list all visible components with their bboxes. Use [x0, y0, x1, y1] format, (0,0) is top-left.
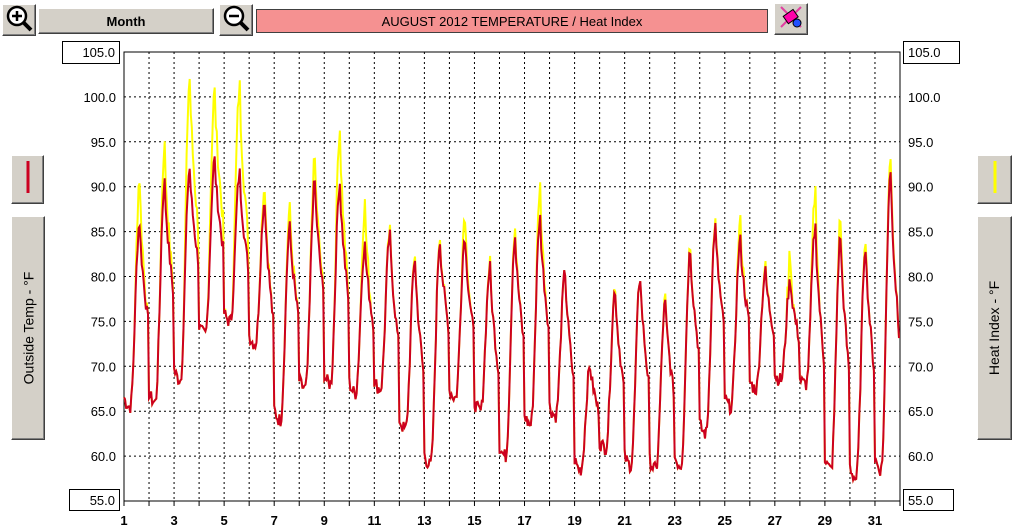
x-tick-label: 31	[868, 513, 882, 528]
right-scale-max[interactable]: 105.0	[903, 41, 960, 64]
right-scale-min[interactable]: 55.0	[903, 489, 954, 511]
x-tick-label: 19	[567, 513, 581, 528]
x-tick-label: 25	[718, 513, 732, 528]
y-tick-label-left: 70.0	[91, 359, 116, 374]
y-tick-label-right: 90.0	[908, 180, 933, 195]
y-tick-label-right: 100.0	[908, 90, 941, 105]
y-tick-label-left: 90.0	[91, 180, 116, 195]
chart-title: AUGUST 2012 TEMPERATURE / Heat Index	[256, 9, 768, 33]
y-tick-label-right: 75.0	[908, 314, 933, 329]
outside-temp-axis-button[interactable]: Outside Temp - °F	[11, 216, 45, 440]
y-tick-label-right: 65.0	[908, 404, 933, 419]
magnifier-minus-icon	[222, 4, 250, 37]
y-tick-label-left: 95.0	[91, 135, 116, 150]
y-tick-label-right: 70.0	[908, 359, 933, 374]
left-scale-max[interactable]: 105.0	[62, 41, 120, 64]
x-tick-label: 29	[818, 513, 832, 528]
x-tick-label: 1	[120, 513, 127, 528]
y-tick-label-left: 75.0	[91, 314, 116, 329]
period-selector[interactable]: Month	[38, 8, 214, 34]
outside-temp-series-line	[123, 156, 900, 484]
period-label: Month	[106, 13, 146, 29]
x-tick-label: 5	[221, 513, 228, 528]
outside-temp-color-swatch[interactable]	[11, 155, 44, 204]
heat-index-axis-button[interactable]: Heat Index - °F	[977, 216, 1012, 440]
y-tick-label-left: 80.0	[91, 270, 116, 285]
zoom-out-button[interactable]	[219, 4, 253, 36]
x-tick-label: 15	[467, 513, 481, 528]
x-tick-label: 7	[271, 513, 278, 528]
y-tick-label-right: 85.0	[908, 225, 933, 240]
eraser-icon	[777, 3, 805, 36]
y-tick-label-left: 60.0	[91, 449, 116, 464]
y-tick-label-right: 80.0	[908, 270, 933, 285]
x-tick-label: 9	[321, 513, 328, 528]
x-tick-label: 27	[768, 513, 782, 528]
y-tick-label-left: 65.0	[91, 404, 116, 419]
heat-index-color-swatch[interactable]	[977, 155, 1012, 204]
y-tick-label-left: 85.0	[91, 225, 116, 240]
x-tick-label: 21	[617, 513, 631, 528]
y-tick-label-left: 100.0	[83, 90, 116, 105]
clear-button[interactable]	[774, 3, 808, 35]
x-tick-label: 11	[367, 513, 381, 528]
x-tick-label: 13	[417, 513, 431, 528]
magnifier-plus-icon	[5, 4, 33, 37]
yellow-line-swatch-icon	[992, 159, 998, 200]
zoom-in-button[interactable]	[2, 4, 36, 36]
y-tick-label-right: 95.0	[908, 135, 933, 150]
left-scale-min[interactable]: 55.0	[69, 489, 120, 511]
red-line-swatch-icon	[25, 159, 31, 200]
heat-index-series-line	[123, 78, 900, 484]
y-tick-label-right: 60.0	[908, 449, 933, 464]
x-tick-label: 23	[667, 513, 681, 528]
x-tick-label: 17	[517, 513, 531, 528]
x-tick-label: 3	[170, 513, 177, 528]
